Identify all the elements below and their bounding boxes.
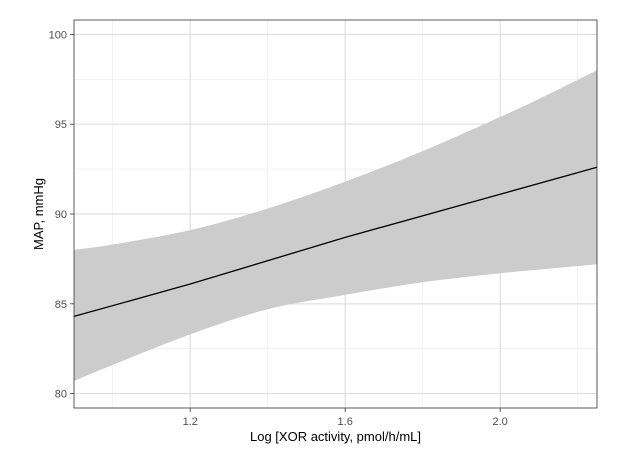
x-tick-label: 1.2 [183, 416, 198, 428]
y-tick-labels: 80 85 90 95 100 [49, 29, 67, 400]
y-tick-label: 85 [55, 299, 67, 311]
x-tick-label: 1.6 [338, 416, 353, 428]
x-tick-labels: 1.2 1.6 2.0 [183, 416, 508, 428]
y-tick-label: 90 [55, 209, 67, 221]
y-tick-label: 95 [55, 119, 67, 131]
x-tick-label: 2.0 [492, 416, 507, 428]
x-axis-title: Log [XOR activity, pmol/h/mL] [250, 429, 421, 444]
regression-line [73, 166, 598, 318]
y-tick-label: 100 [49, 29, 67, 41]
confidence-band [74, 70, 597, 382]
y-axis-title: MAP, mmHg [31, 178, 46, 250]
y-tick-label: 80 [55, 389, 67, 401]
axis-ticks [70, 33, 501, 412]
